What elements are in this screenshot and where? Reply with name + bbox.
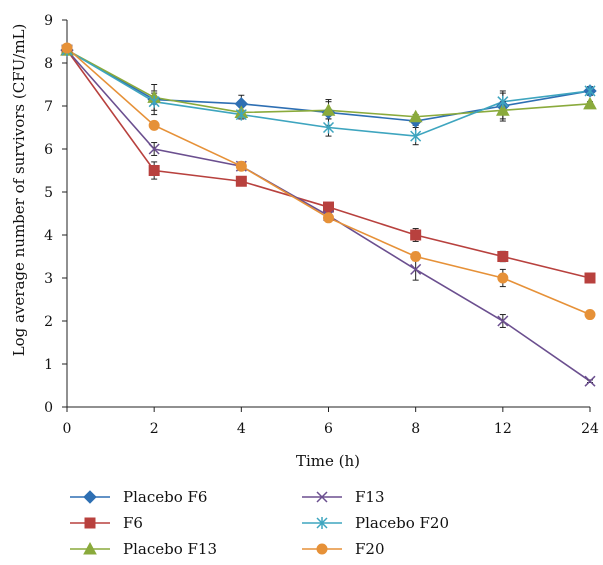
legend-label: Placebo F20 xyxy=(355,514,449,532)
legend-entry: Placebo F20 xyxy=(302,514,449,532)
x-tick-label: 2 xyxy=(150,421,159,437)
legend-label: Placebo F6 xyxy=(123,488,207,506)
legend-label: F20 xyxy=(355,540,385,558)
y-tick-label: 9 xyxy=(44,13,53,29)
legend-label: F6 xyxy=(123,514,143,532)
data-point xyxy=(410,229,422,241)
x-tick-label: 4 xyxy=(237,421,246,437)
legend-marker xyxy=(83,490,97,504)
markers xyxy=(60,42,597,387)
marker-stroke xyxy=(584,375,596,387)
data-point xyxy=(410,130,422,143)
data-point xyxy=(584,309,596,321)
data-point xyxy=(148,119,160,131)
data-point xyxy=(497,251,509,262)
y-tick-label: 3 xyxy=(44,271,53,287)
y-tick-label: 8 xyxy=(44,56,53,72)
legend-label: F13 xyxy=(355,488,385,506)
data-point xyxy=(584,84,596,97)
data-point xyxy=(323,201,334,213)
data-point xyxy=(497,272,509,284)
data-point xyxy=(235,160,247,172)
marker-stroke xyxy=(148,143,160,155)
data-point xyxy=(408,109,423,123)
x-tick-label: 6 xyxy=(324,421,333,437)
legend-marker xyxy=(84,517,96,529)
series-line-1 xyxy=(66,49,591,279)
data-point xyxy=(497,95,509,108)
x-tick-label: 8 xyxy=(411,421,420,437)
data-point xyxy=(235,108,247,121)
data-point xyxy=(148,165,160,176)
legend-marker xyxy=(316,491,328,503)
data-point xyxy=(61,42,73,54)
legend-label: Placebo F13 xyxy=(123,540,217,558)
data-point xyxy=(322,121,335,134)
legend-marker xyxy=(83,541,97,555)
data-point xyxy=(410,263,422,275)
legend-marker xyxy=(316,543,328,555)
y-tick-label: 4 xyxy=(44,228,53,244)
legend: Placebo F6 F6 Placebo F13 F13 Placebo F20 F20 xyxy=(70,488,449,558)
legend-entry: F13 xyxy=(302,488,385,506)
data-point xyxy=(497,315,509,327)
marker-stroke xyxy=(316,491,328,503)
data-point xyxy=(148,95,160,108)
data-point xyxy=(495,103,510,116)
x-tick-label: 24 xyxy=(581,421,599,437)
y-tick-label: 7 xyxy=(44,99,53,115)
y-tick-label: 0 xyxy=(44,400,53,416)
marker-stroke xyxy=(410,263,422,275)
data-point xyxy=(321,103,336,116)
x-tick-label: 0 xyxy=(63,421,72,437)
legend-entry: Placebo F6 xyxy=(70,488,207,506)
y-tick-label: 5 xyxy=(44,185,53,201)
data-point xyxy=(323,212,334,224)
x-tick-label: 12 xyxy=(494,421,512,437)
data-point xyxy=(584,375,596,387)
y-tick-label: 6 xyxy=(44,142,53,158)
x-axis-label: Time (h) xyxy=(296,452,360,470)
data-point xyxy=(583,96,597,110)
data-point xyxy=(235,175,247,187)
y-tick-label: 2 xyxy=(44,314,53,330)
legend-marker xyxy=(316,517,328,529)
data-point xyxy=(410,251,422,262)
y-tick-label: 1 xyxy=(44,357,53,373)
series-line-5 xyxy=(66,47,591,316)
y-axis-label: Log average number of survivors (CFU/mL) xyxy=(10,24,28,357)
data-point xyxy=(148,143,160,155)
marker-stroke xyxy=(497,315,509,327)
legend-entry: F20 xyxy=(302,540,385,558)
legend-entry: Placebo F13 xyxy=(70,540,217,558)
data-point xyxy=(584,272,596,284)
legend-entry: F6 xyxy=(70,514,143,532)
